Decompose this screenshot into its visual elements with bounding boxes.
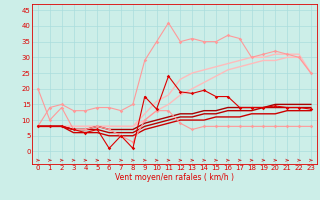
X-axis label: Vent moyen/en rafales ( km/h ): Vent moyen/en rafales ( km/h ) — [115, 173, 234, 182]
